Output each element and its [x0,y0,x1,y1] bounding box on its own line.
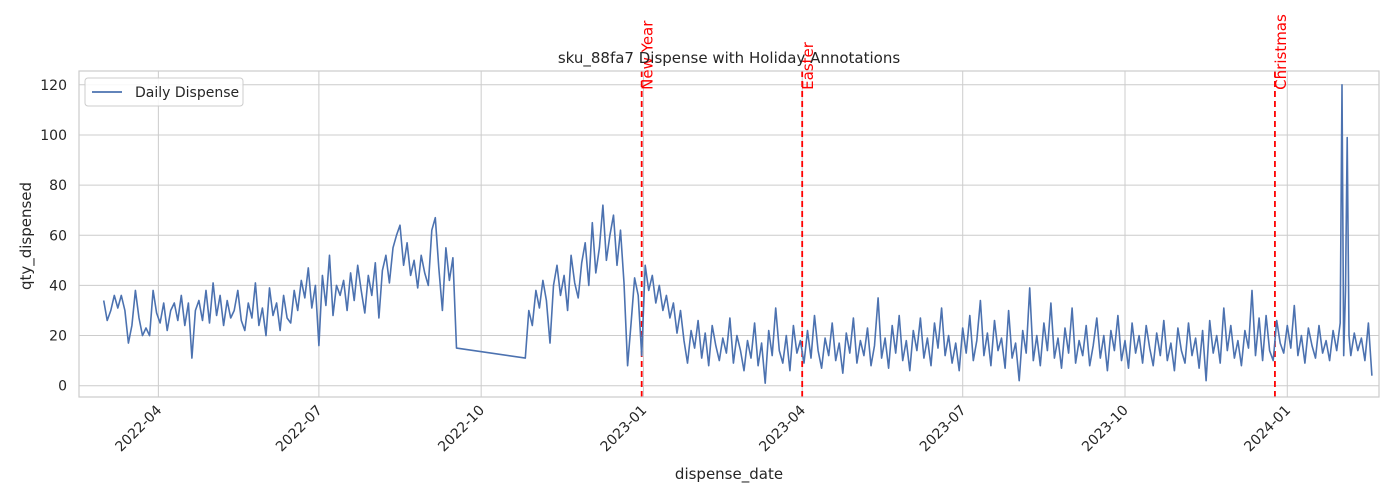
annotation-label: Easter [799,41,817,90]
x-tick-label: 2022-07 [273,403,326,456]
y-tick-label: 20 [49,329,67,345]
holiday-annotation-lines [640,71,1276,397]
y-tick-label: 0 [58,379,67,395]
annotation-label: Christmas [1272,14,1290,90]
tick-labels: 0 20 40 60 80 100 120 2022-04 2022-07 2022-10 2023… [40,78,1294,455]
y-tick-label: 120 [40,78,67,94]
series-line-daily-dispense [102,84,1373,384]
y-axis-title: qty_dispensed [17,182,36,290]
y-tick-label: 40 [49,278,67,294]
x-axis-title: dispense_date [675,465,783,484]
y-tick-label: 80 [49,178,67,194]
y-tick-label: 60 [49,228,67,244]
holiday-annotation-labels: New Year Easter Christmas [639,14,1290,90]
y-tick-label: 100 [40,128,67,144]
chart-title: sku_88fa7 Dispense with Holiday Annotati… [558,49,901,68]
annotation-label: New Year [639,20,657,90]
x-tick-label: 2024-01 [1241,403,1294,456]
x-tick-label: 2023-01 [598,403,651,456]
series-layer [102,84,1373,384]
x-tick-label: 2023-04 [756,402,809,455]
plot-area-border [78,70,1380,398]
legend-label: Daily Dispense [135,85,239,101]
axes-frame [78,70,1380,398]
x-tick-label: 2023-10 [1079,403,1132,456]
legend: Daily Dispense [84,77,244,107]
x-tick-label: 2022-04 [113,402,166,455]
x-tick-label: 2023-07 [917,403,970,456]
x-tick-label: 2022-10 [435,403,488,456]
gridlines [79,71,1379,397]
legend-box [84,77,244,107]
